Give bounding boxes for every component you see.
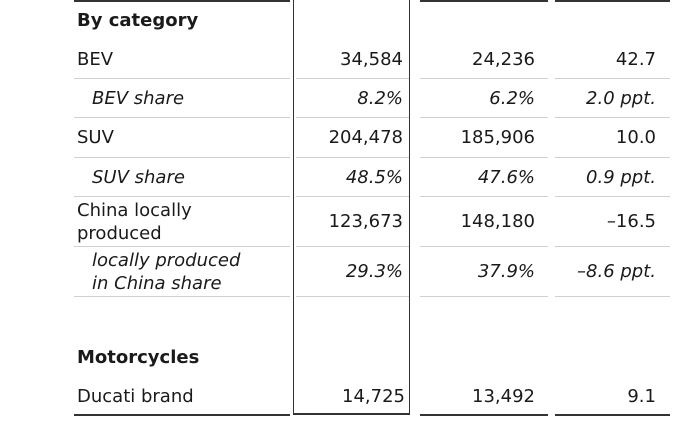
row-label: BEV share [74, 79, 290, 118]
row-label: locally produced in China share [74, 247, 290, 297]
value-col1: 204,478 [296, 118, 409, 158]
row-label: BEV [74, 40, 290, 79]
value-col3: –16.5 [555, 197, 670, 247]
value-col1: 48.5% [296, 158, 409, 197]
table-row: China locally produced 123,673 148,180 –… [0, 197, 700, 247]
table-row: SUV share 48.5% 47.6% 0.9 ppt. [0, 158, 700, 197]
section-title: By category [77, 9, 199, 31]
row-label: Ducati brand [77, 385, 194, 407]
row-label: China locally produced [74, 197, 290, 247]
value-col2: 37.9% [420, 247, 548, 297]
table-top-border-label [74, 0, 290, 2]
row-label: SUV [74, 118, 290, 158]
value-col1: 14,725 [342, 385, 405, 407]
value-col3: 0.9 ppt. [555, 158, 670, 197]
table-row: BEV 34,584 24,236 42.7 [0, 40, 700, 79]
value-col3: –8.6 ppt. [555, 247, 670, 297]
value-col2: 6.2% [420, 79, 548, 118]
value-col3: 2.0 ppt. [555, 79, 670, 118]
table-bottom-border-col2 [420, 414, 548, 416]
row-label: SUV share [74, 158, 290, 197]
value-col3: 10.0 [555, 118, 670, 158]
section-title: Motorcycles [77, 346, 200, 368]
table-row: SUV 204,478 185,906 10.0 [0, 118, 700, 158]
value-col3: 9.1 [627, 385, 656, 407]
table-top-border-col2 [420, 0, 548, 2]
table-top-border-col3 [555, 0, 670, 2]
table-bottom-border-label [74, 414, 290, 416]
table-row: BEV share 8.2% 6.2% 2.0 ppt. [0, 79, 700, 118]
value-col2: 24,236 [420, 40, 548, 79]
value-col2: 185,906 [420, 118, 548, 158]
table-bottom-border-col3 [555, 414, 670, 416]
value-col1: 29.3% [296, 247, 409, 297]
value-col2: 47.6% [420, 158, 548, 197]
value-col3: 42.7 [555, 40, 670, 79]
section-header: Motorcycles [0, 337, 700, 377]
value-col1: 123,673 [296, 197, 409, 247]
value-col1: 34,584 [296, 40, 409, 79]
section-header: By category [0, 0, 700, 40]
value-col2: 148,180 [420, 197, 548, 247]
value-col2: 13,492 [472, 385, 535, 407]
highlighted-column-box [293, 0, 410, 415]
value-col1: 8.2% [296, 79, 409, 118]
table-row: locally produced in China share 29.3% 37… [0, 247, 700, 297]
table-row: Ducati brand 14,725 13,492 9.1 [0, 377, 700, 415]
